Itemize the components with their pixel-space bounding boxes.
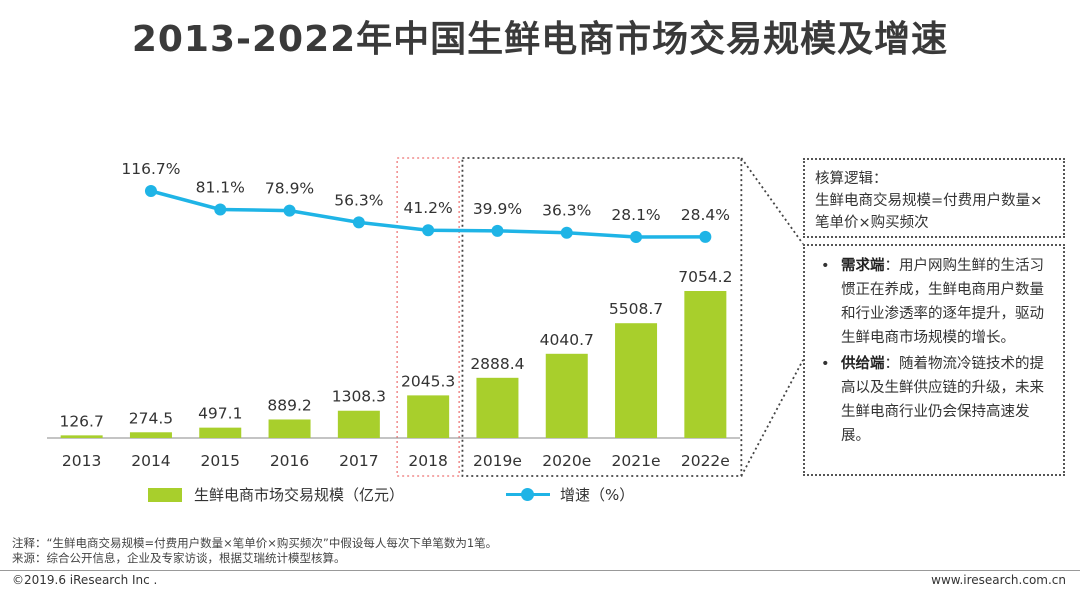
connector-line-top — [740, 157, 804, 245]
calculation-logic-box: 核算逻辑： 生鲜电商交易规模=付费用户数量×笔单价×购买频次 — [803, 158, 1065, 238]
bar-2016 — [268, 419, 311, 438]
growth-label-2022e: 28.4% — [681, 206, 730, 224]
x-tick-label-2017: 2017 — [339, 452, 378, 470]
supply-side-sep: ： — [884, 356, 900, 372]
bar-2019e — [476, 377, 519, 438]
x-tick-label-2020e: 2020e — [542, 452, 591, 470]
growth-point-2018 — [422, 224, 435, 237]
notes: 注释：“生鲜电商交易规模=付费用户数量×笔单价×购买频次”中假设每人每次下单笔数… — [12, 536, 497, 566]
supply-side-point: • 供给端：随着物流冷链技术的提高以及生鲜供应链的升级，未来生鲜电商行业仍会保持高… — [815, 352, 1053, 448]
demand-side-sep: ： — [884, 258, 900, 274]
growth-point-2014 — [144, 185, 157, 197]
growth-label-2014: 116.7% — [121, 160, 180, 178]
footer-divider — [0, 570, 1080, 571]
bar-2013 — [60, 435, 103, 438]
growth-label-2019e: 39.9% — [473, 200, 522, 218]
logic-text: 生鲜电商交易规模=付费用户数量×笔单价×购买频次 — [815, 193, 1043, 231]
x-tick-label-2016: 2016 — [270, 452, 309, 470]
legend-bar: 生鲜电商市场交易规模（亿元） — [148, 484, 404, 505]
bar-label-2020e: 4040.7 — [540, 331, 594, 349]
growth-label-2017: 56.3% — [334, 191, 383, 209]
growth-point-2022e — [699, 230, 712, 243]
legend-bar-label: 生鲜电商市场交易规模（亿元） — [194, 486, 405, 504]
copyright: ©2019.6 iResearch Inc . — [12, 573, 158, 587]
bar-2020e — [545, 353, 588, 438]
x-tick-label-2019e: 2019e — [473, 452, 522, 470]
x-tick-label-2018: 2018 — [408, 452, 447, 470]
logic-title: 核算逻辑： — [815, 171, 888, 187]
growth-point-2021e — [630, 231, 643, 243]
bar-label-2013: 126.7 — [59, 412, 103, 430]
drivers-box: • 需求端：用户网购生鲜的生活习惯正在养成，生鲜电商用户数量和行业渗透率的逐年提升… — [803, 244, 1065, 476]
bar-label-2015: 497.1 — [198, 405, 242, 423]
growth-label-2018: 41.2% — [404, 199, 453, 217]
x-tick-label-2022e: 2022e — [681, 452, 730, 470]
bullet-icon: • — [821, 258, 830, 274]
note-text: 注释：“生鲜电商交易规模=付费用户数量×笔单价×购买频次”中假设每人每次下单笔数… — [12, 536, 498, 550]
growth-point-2017 — [352, 216, 365, 229]
x-tick-label-2021e: 2021e — [612, 452, 661, 470]
demand-side-text: 用户网购生鲜的生活习惯正在养成，生鲜电商用户数量和行业渗透率的逐年提升，驱动生鲜… — [841, 258, 1044, 346]
chart-title: 2013-2022年中国生鲜电商市场交易规模及增速 — [131, 19, 949, 60]
growth-label-2015: 81.1% — [196, 178, 245, 196]
growth-point-2016 — [283, 204, 296, 217]
growth-label-2020e: 36.3% — [542, 202, 591, 220]
demand-side-head: 需求端 — [841, 258, 885, 274]
bar-2022e — [684, 291, 727, 438]
legend-line-label: 增速（%） — [560, 486, 635, 504]
growth-label-2016: 78.9% — [265, 180, 314, 198]
highlight-2018-box — [396, 157, 460, 477]
supply-side-text: 随着物流冷链技术的提高以及生鲜供应链的升级，未来生鲜电商行业仍会保持高速发展。 — [841, 356, 1044, 444]
bar-label-2022e: 7054.2 — [678, 268, 732, 286]
bar-label-2016: 889.2 — [267, 396, 311, 414]
demand-side-point: • 需求端：用户网购生鲜的生活习惯正在养成，生鲜电商用户数量和行业渗透率的逐年提升… — [815, 254, 1053, 350]
legend-bar-swatch — [148, 487, 182, 502]
website-link[interactable]: www.iresearch.com.cn — [931, 573, 1066, 587]
bar-label-2017: 1308.3 — [332, 388, 386, 406]
bar-label-2019e: 2888.4 — [470, 355, 524, 373]
bar-label-2018: 2045.3 — [401, 372, 455, 390]
growth-label-2021e: 28.1% — [611, 206, 660, 224]
growth-point-2015 — [214, 203, 227, 216]
x-tick-label-2013: 2013 — [62, 452, 101, 470]
source-text: 来源：综合公开信息，企业及专家访谈，根据艾瑞统计模型核算。 — [12, 551, 346, 565]
bar-2018 — [407, 395, 450, 438]
bar-2017 — [337, 410, 380, 438]
forecast-box — [461, 157, 743, 477]
growth-point-2020e — [560, 226, 573, 239]
bar-2014 — [129, 432, 172, 438]
bar-label-2014: 274.5 — [129, 409, 173, 427]
supply-side-head: 供给端 — [841, 356, 885, 372]
x-tick-label-2014: 2014 — [131, 452, 170, 470]
connector-line-bottom — [740, 359, 804, 477]
bullet-icon: • — [821, 356, 830, 372]
bar-label-2021e: 5508.7 — [609, 300, 663, 318]
bar-2021e — [615, 323, 658, 438]
legend-line: 增速（%） — [506, 484, 634, 505]
legend-line-swatch — [506, 488, 550, 501]
x-tick-label-2015: 2015 — [201, 452, 240, 470]
growth-point-2019e — [491, 224, 504, 237]
bar-2015 — [199, 427, 242, 438]
